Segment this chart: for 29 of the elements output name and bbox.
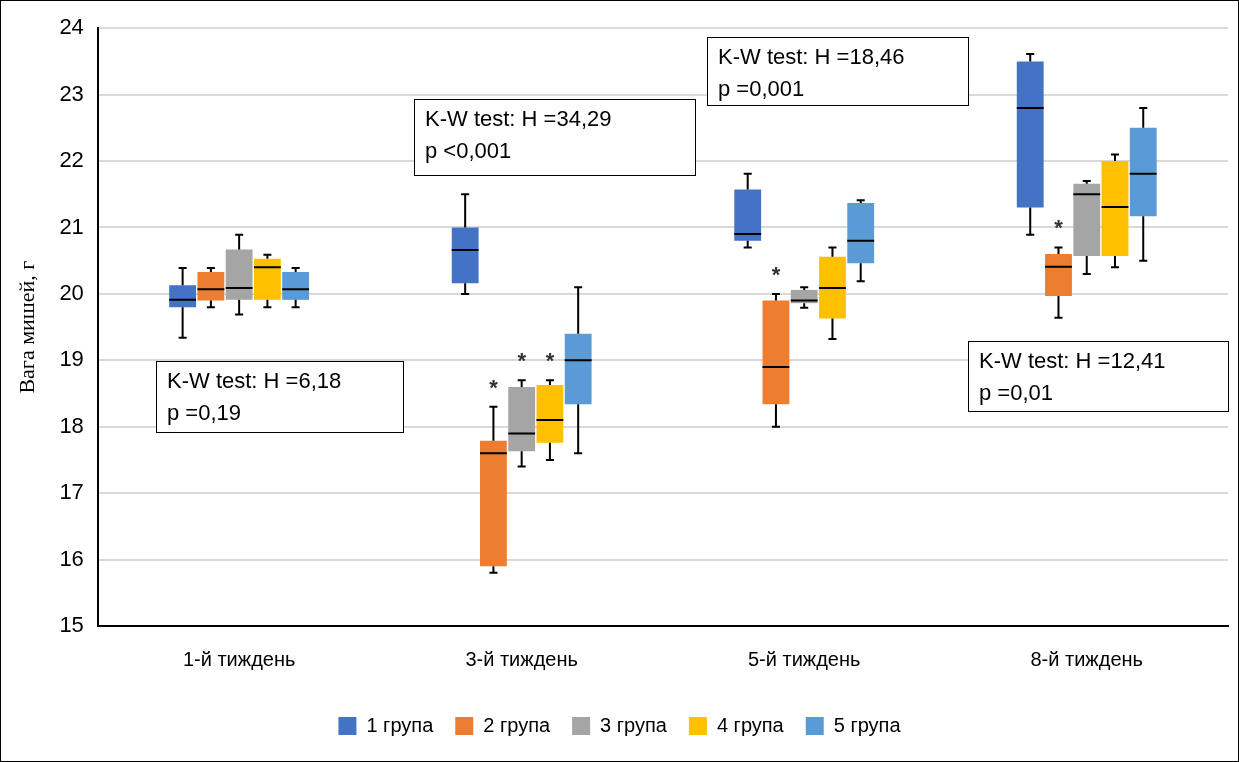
x-tick-label: 8-й тиждень — [1030, 647, 1143, 670]
annotation: * — [545, 348, 555, 374]
note-box: K-W test: H =6,18 p =0,19 — [156, 361, 404, 433]
y-tick-label: 15 — [59, 612, 84, 638]
y-tick-label: 20 — [59, 279, 84, 305]
legend-label: 4 група — [716, 713, 785, 736]
y-tick-label: 17 — [59, 479, 84, 505]
legend-label: 2 група — [483, 713, 551, 736]
y-axis-title: Вага мишей, г — [13, 260, 39, 394]
annotation: * — [1054, 215, 1064, 241]
x-tick-label: 1-й тиждень — [182, 647, 296, 670]
y-tick-label: 22 — [59, 147, 84, 173]
note-box: K-W test: H =18,46 p =0,001 — [707, 37, 969, 106]
annotation: * — [771, 261, 781, 287]
annotation: * — [517, 348, 527, 374]
note-box: K-W test: H =12,41 p =0,01 — [968, 341, 1229, 412]
y-tick-label: 18 — [59, 412, 84, 438]
y-tick-label: 16 — [59, 545, 84, 571]
legend-label: 5 група — [833, 713, 902, 736]
legend-label: 3 група — [600, 713, 668, 736]
y-tick-label: 19 — [59, 346, 84, 372]
y-tick-label: 21 — [59, 213, 84, 239]
x-tick-label: 3-й тиждень — [465, 647, 578, 670]
annotation: * — [489, 374, 499, 400]
note-box: K-W test: H =34,29 p <0,001 — [414, 99, 696, 176]
legend-label: 1 група — [366, 713, 435, 736]
y-tick-label: 24 — [59, 14, 84, 40]
x-tick-label: 5-й тиждень — [747, 647, 861, 670]
y-tick-label: 23 — [59, 80, 84, 106]
